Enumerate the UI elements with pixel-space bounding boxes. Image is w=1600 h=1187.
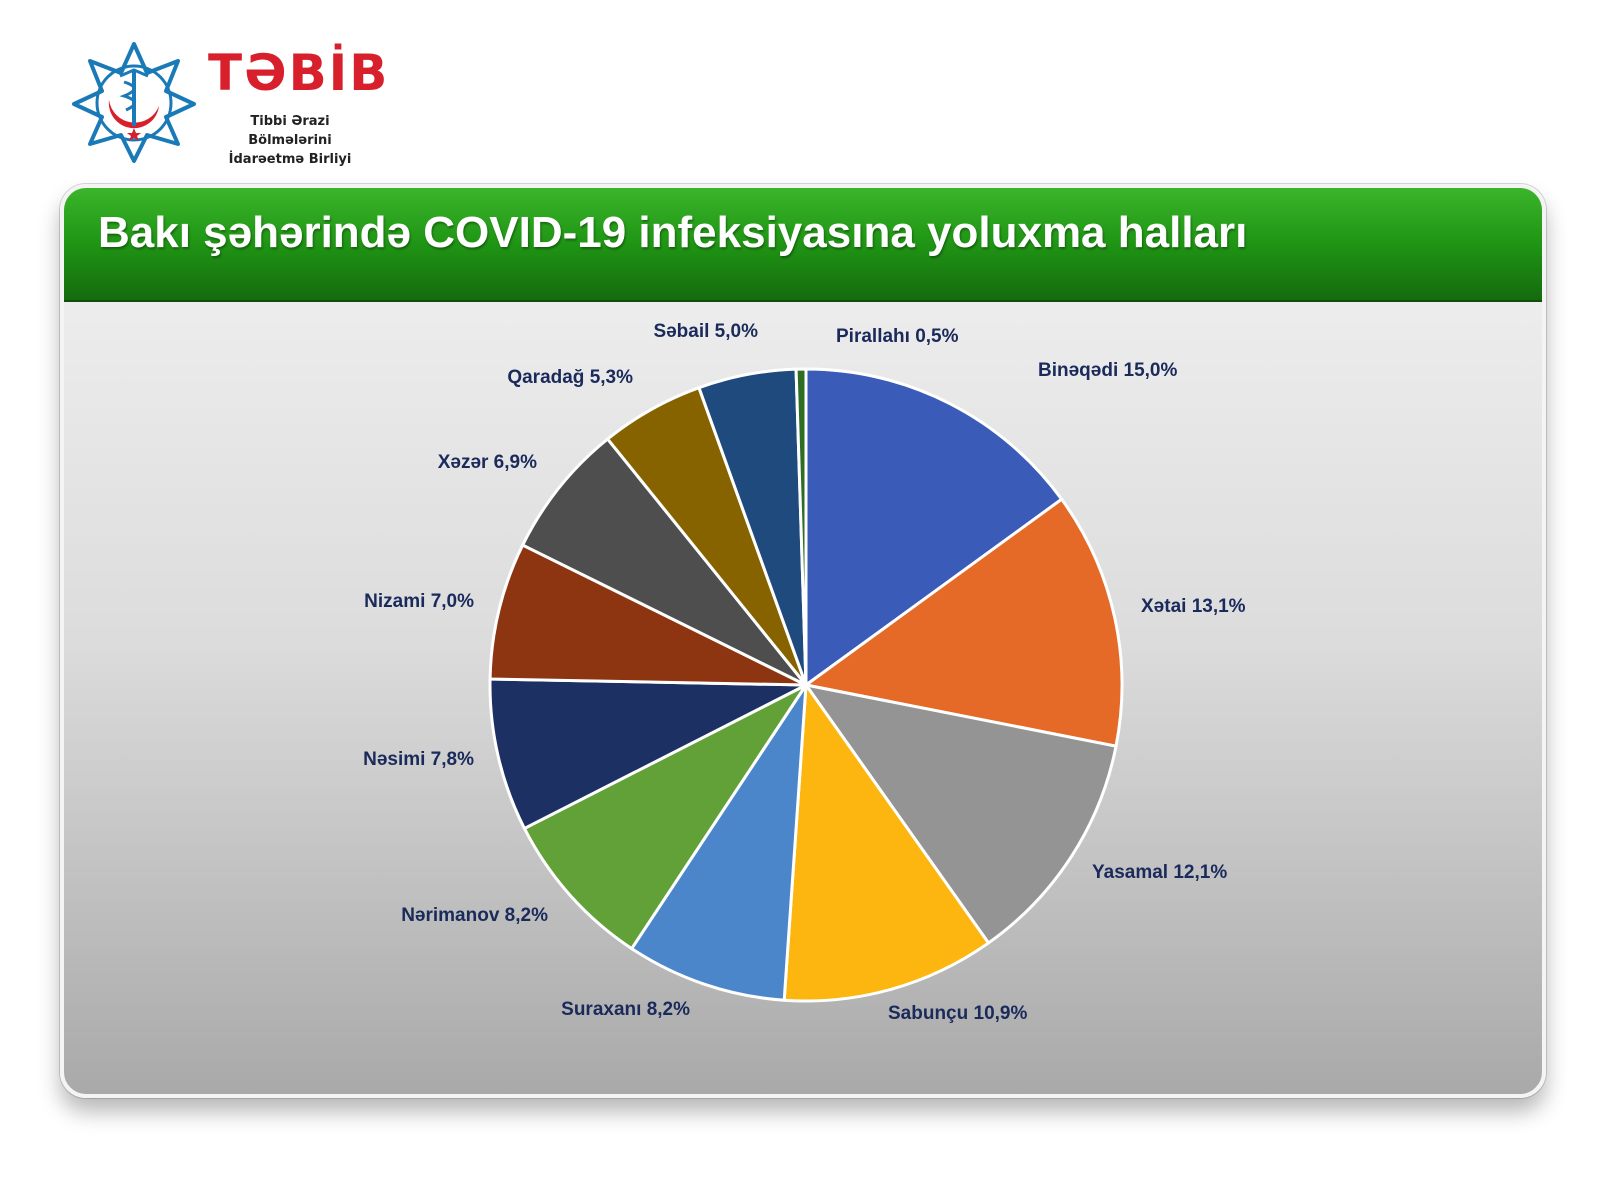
pie-slice-label: Qaradağ 5,3% (507, 367, 633, 388)
pie-slices (488, 367, 1124, 1003)
tabib-emblem-icon (72, 42, 196, 163)
pie-slice-label: Xəzər 6,9% (438, 452, 537, 473)
tabib-subtitle-line-2: İdarəetmə Birliyi (228, 152, 352, 167)
pie-slice (630, 683, 808, 1002)
tabib-wordmark: TƏBİB (208, 44, 390, 102)
pie-slice-label: Pirallahı 0,5% (836, 326, 959, 347)
pie-slice (804, 497, 1124, 748)
pie-slice (521, 437, 808, 687)
pie-slice-label: Nərimanov 8,2% (401, 905, 548, 926)
pie-slice-label: Səbail 5,0% (653, 321, 758, 342)
tabib-logo: TƏBİB Tibbi Ərazi Bölmələrini İdarəetmə … (70, 40, 390, 167)
pie-slice-label: Binəqədi 15,0% (1038, 360, 1177, 381)
pie-slice (804, 683, 1118, 945)
tabib-subtitle-line-1: Tibbi Ərazi Bölmələrini (248, 114, 332, 148)
pie-labels: Binəqədi 15,0% Xətai 13,1% Yasamal 12,1% Sa… (363, 321, 1246, 1024)
pie-slice (782, 683, 991, 1003)
pie-slice-label: Xətai 13,1% (1141, 596, 1246, 617)
pie-slice-label: Nizami 7,0% (364, 591, 474, 612)
pie-slice (488, 543, 808, 687)
pie-slice (488, 677, 808, 830)
pie-slice-label: Nəsimi 7,8% (363, 749, 474, 770)
pie-slice (522, 683, 808, 951)
pie-slice (804, 367, 1064, 687)
pie-slice-label: Suraxanı 8,2% (561, 999, 690, 1020)
chart-title: Bakı şəhərində COVID-19 infeksiyasına yo… (98, 208, 1248, 257)
pie-slice-label: Yasamal 12,1% (1092, 862, 1227, 883)
pie-slice (794, 367, 808, 687)
tabib-subtitle: Tibbi Ərazi Bölmələrini İdarəetmə Birliy… (210, 112, 370, 169)
pie-slice-label: Sabunçu 10,9% (888, 1003, 1027, 1024)
card-header: Bakı şəhərində COVID-19 infeksiyasına yo… (64, 188, 1542, 302)
